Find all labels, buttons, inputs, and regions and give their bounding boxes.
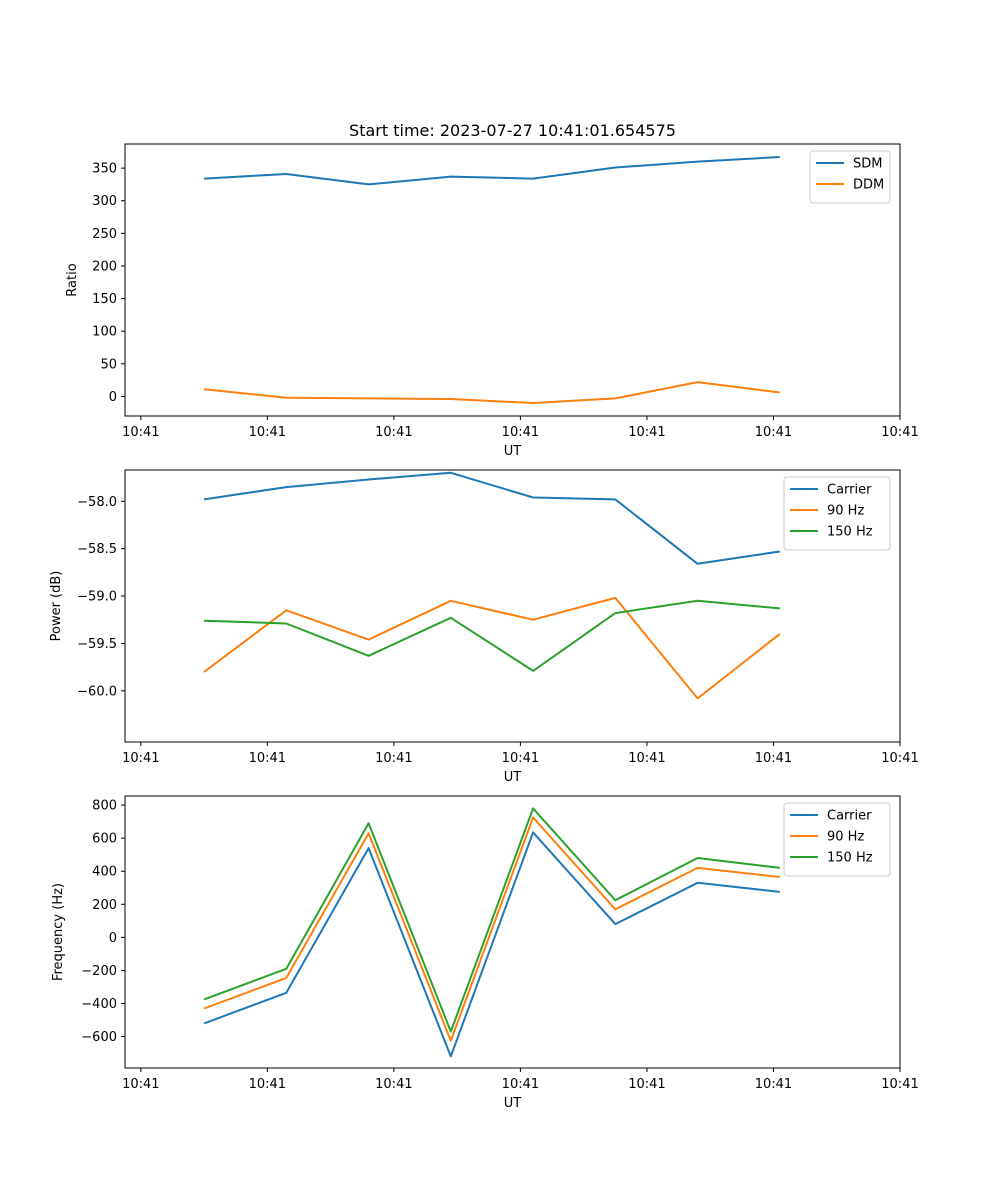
x-tick-label: 10:41 xyxy=(122,751,159,766)
y-tick-label: 250 xyxy=(92,227,117,242)
legend: Carrier 90 Hz 150 Hz xyxy=(783,802,891,877)
legend-label: 90 Hz xyxy=(827,830,864,845)
subplot-1: 10:4110:4110:4110:4110:4110:4110:4110:42… xyxy=(65,121,919,459)
y-tick-label: −58.5 xyxy=(77,542,117,557)
series-line-carrier xyxy=(203,831,780,1058)
series-line-ddm xyxy=(203,381,780,404)
y-tick-label: −58.0 xyxy=(77,495,117,510)
series-line-90-hz xyxy=(203,816,780,1042)
chart-title: Start time: 2023-07-27 10:41:01.654575 xyxy=(349,121,676,140)
x-tick-label: 10:41 xyxy=(881,1077,918,1092)
x-tick-label: 10:41 xyxy=(628,751,665,766)
legend-label: 150 Hz xyxy=(827,525,873,540)
y-tick-label: 200 xyxy=(92,259,117,274)
axes-frame xyxy=(124,143,901,417)
series-line-90-hz xyxy=(203,596,781,700)
series-line-carrier xyxy=(203,471,780,565)
x-tick-label: 10:41 xyxy=(755,751,792,766)
y-tick-label: 600 xyxy=(92,832,117,847)
y-tick-label: −200 xyxy=(81,964,117,979)
x-tick-label: 10:41 xyxy=(502,751,539,766)
x-tick-label: 10:41 xyxy=(881,751,918,766)
subplot-3: 10:4110:4110:4110:4110:4110:4110:4110:42… xyxy=(51,795,919,1111)
x-tick-label: 10:41 xyxy=(755,1077,792,1092)
y-tick-label: 50 xyxy=(100,357,117,372)
y-tick-label: 400 xyxy=(92,865,117,880)
x-tick-label: 10:41 xyxy=(122,425,159,440)
legend: SDM DDM xyxy=(809,150,891,204)
series-line-sdm xyxy=(204,156,780,186)
x-tick-label: 10:41 xyxy=(122,1077,159,1092)
legend-label: 90 Hz xyxy=(827,504,864,519)
subplot-2: 10:4110:4110:4110:4110:4110:4110:4110:42… xyxy=(49,469,919,785)
axes-frame xyxy=(124,469,901,743)
y-tick-label: −59.0 xyxy=(77,590,117,605)
x-axis-label: UT xyxy=(504,1096,522,1111)
legend-label: SDM xyxy=(853,157,882,172)
x-tick-label: 10:41 xyxy=(755,425,792,440)
x-tick-label: 10:41 xyxy=(375,425,412,440)
axes-frame xyxy=(124,795,901,1069)
x-tick-label: 10:41 xyxy=(249,1077,286,1092)
y-tick-label: 100 xyxy=(92,325,117,340)
x-tick-label: 10:41 xyxy=(375,1077,412,1092)
legend-label: 150 Hz xyxy=(827,851,873,866)
x-tick-label: 10:41 xyxy=(628,425,665,440)
x-tick-label: 10:41 xyxy=(502,1077,539,1092)
y-axis-label: Power (dB) xyxy=(49,571,64,642)
y-tick-label: 0 xyxy=(109,931,117,946)
x-tick-label: 10:41 xyxy=(881,425,918,440)
y-tick-label: −59.5 xyxy=(77,637,117,652)
x-tick-label: 10:41 xyxy=(249,425,286,440)
y-tick-label: −600 xyxy=(81,1030,117,1045)
y-tick-label: −60.0 xyxy=(77,684,117,699)
series-line-150-hz xyxy=(203,807,780,1033)
y-axis-label: Ratio xyxy=(65,263,80,296)
y-tick-label: 800 xyxy=(92,799,117,814)
legend-label: DDM xyxy=(853,178,884,193)
y-tick-label: 350 xyxy=(92,162,117,177)
y-axis-label: Frequency (Hz) xyxy=(51,883,66,981)
legend-label: Carrier xyxy=(827,483,872,498)
legend-label: Carrier xyxy=(827,809,872,824)
x-tick-label: 10:41 xyxy=(375,751,412,766)
legend: Carrier 90 Hz 150 Hz xyxy=(783,476,891,551)
series-line-150-hz xyxy=(204,599,780,672)
x-tick-label: 10:41 xyxy=(249,751,286,766)
x-tick-label: 10:41 xyxy=(628,1077,665,1092)
x-tick-label: 10:41 xyxy=(502,425,539,440)
y-tick-label: −400 xyxy=(81,997,117,1012)
y-tick-label: 0 xyxy=(109,390,117,405)
y-tick-label: 150 xyxy=(92,292,117,307)
x-axis-label: UT xyxy=(504,444,522,459)
y-tick-label: 200 xyxy=(92,898,117,913)
y-tick-label: 300 xyxy=(92,194,117,209)
x-axis-label: UT xyxy=(504,770,522,785)
